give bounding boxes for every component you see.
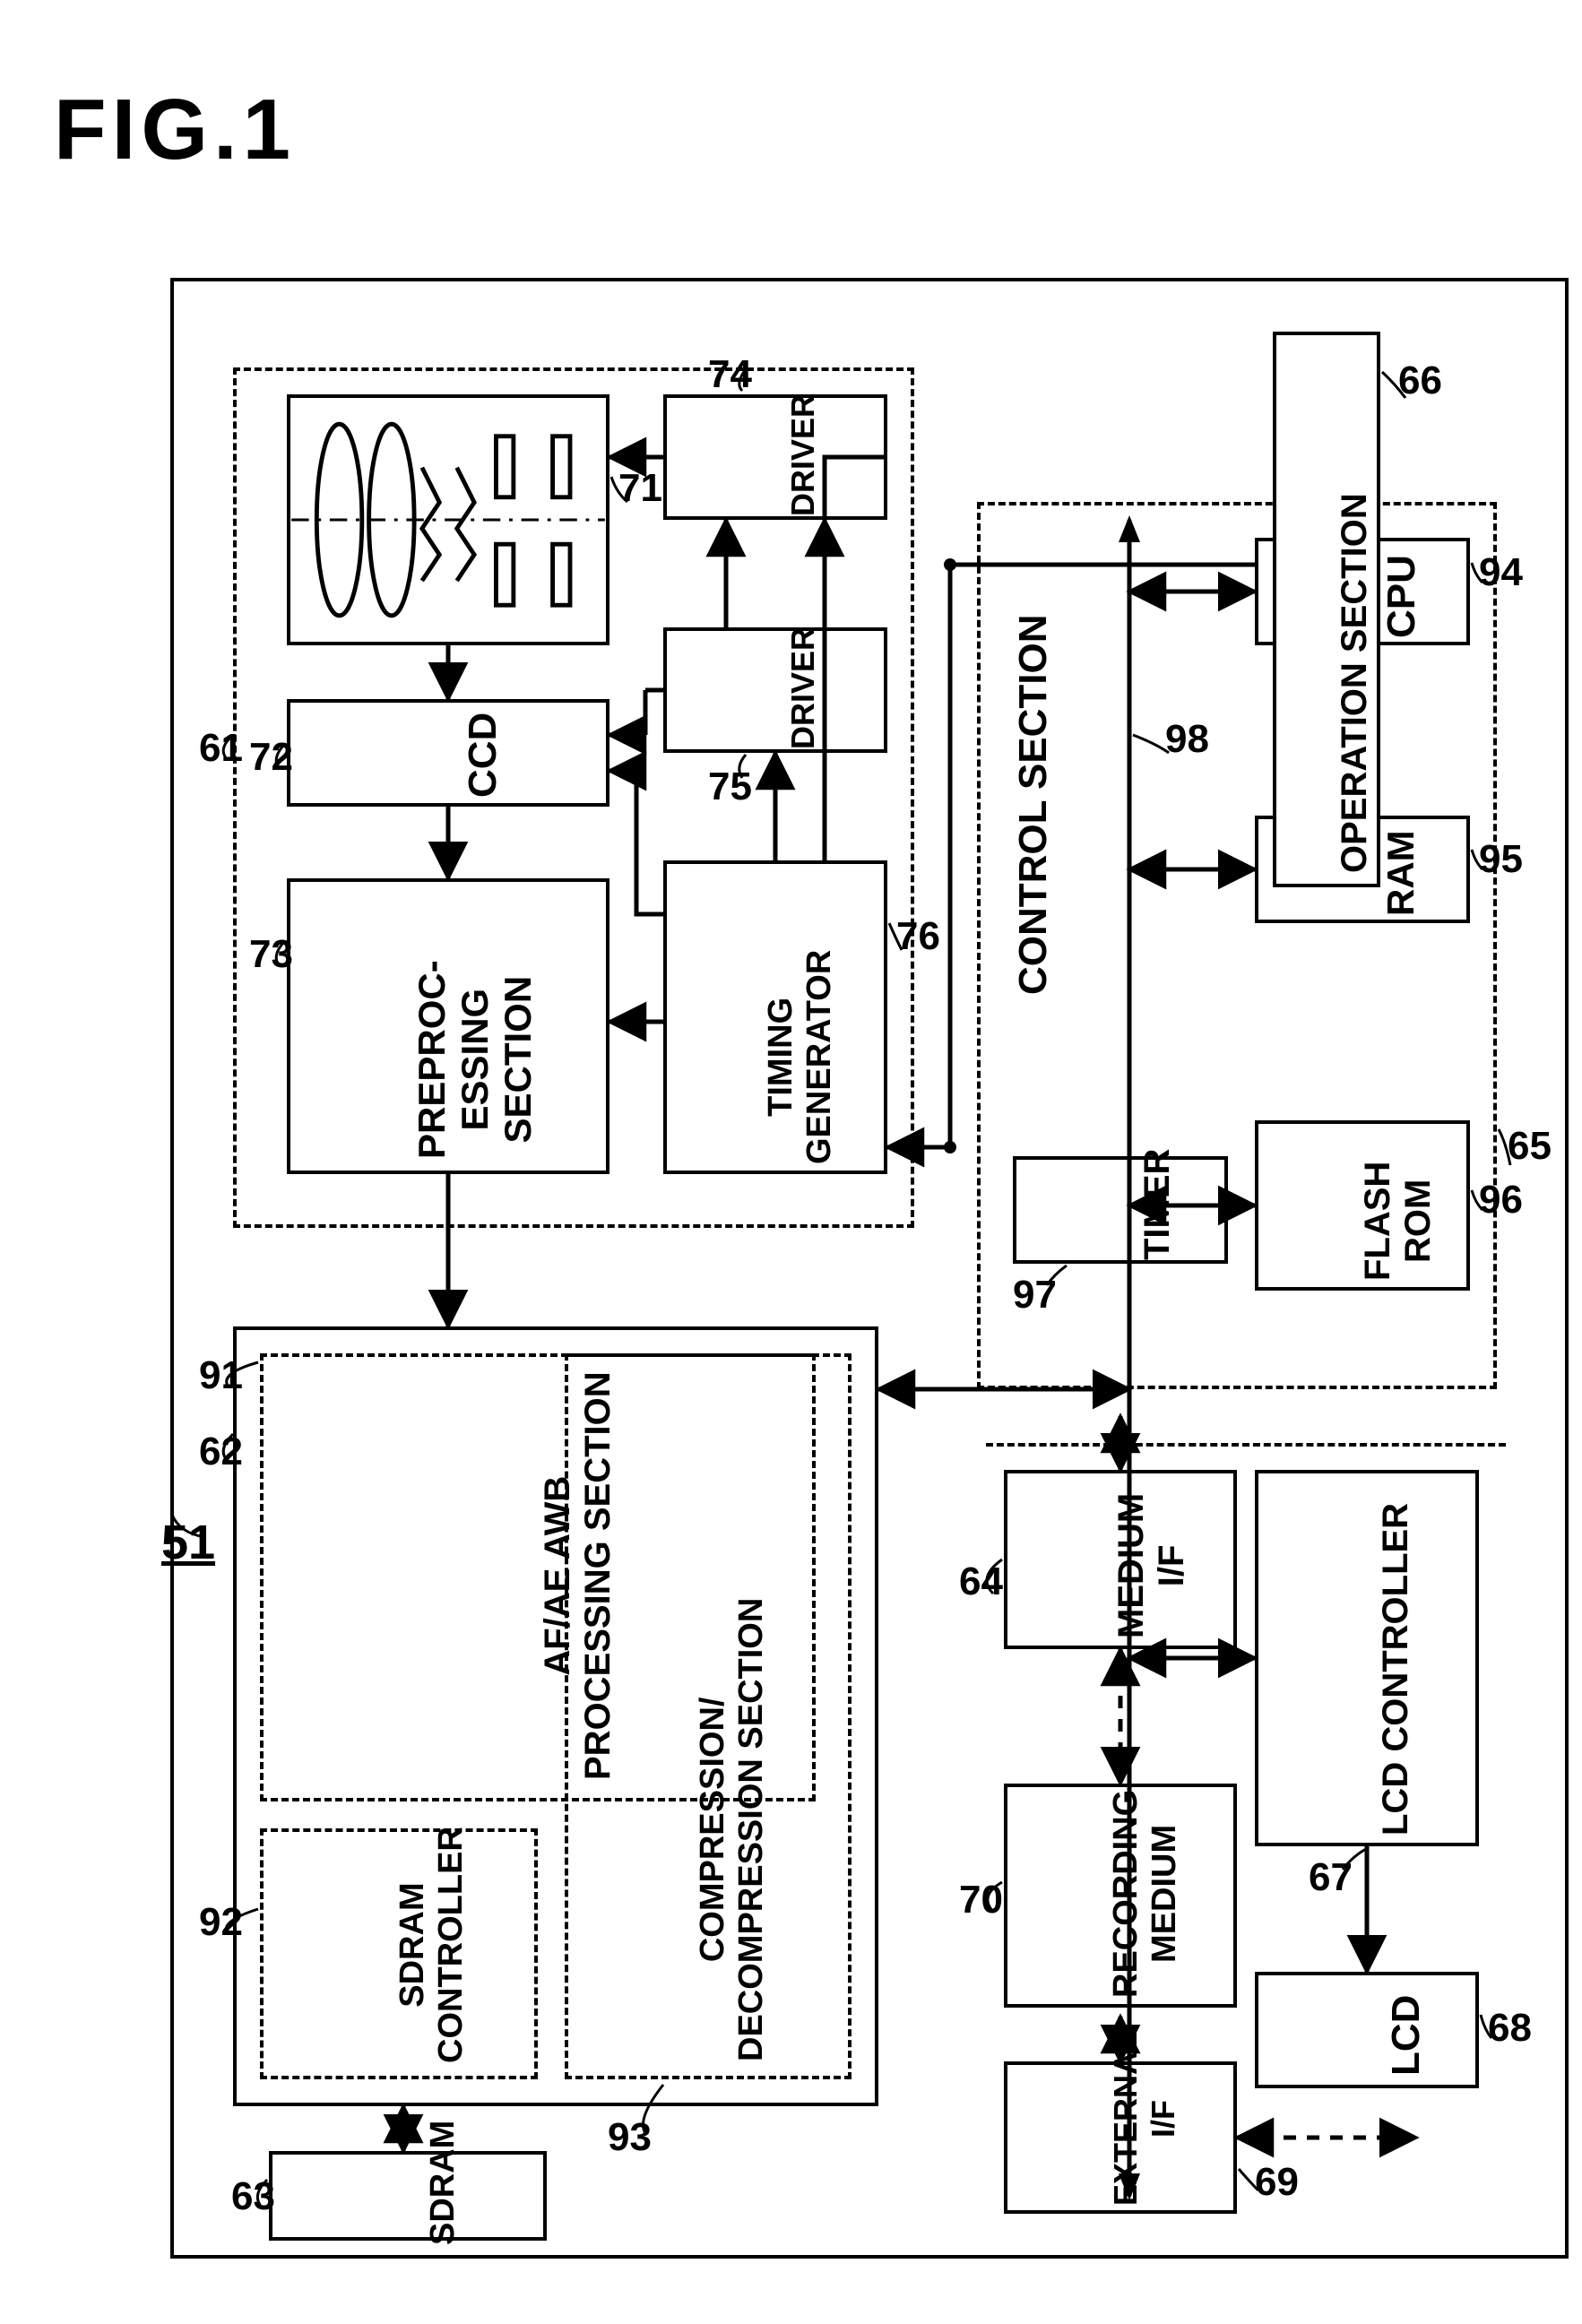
ref-51: 51 xyxy=(161,1515,215,1570)
ref-91: 91 xyxy=(199,1353,243,1398)
ref-73: 73 xyxy=(249,932,293,977)
ref-94: 94 xyxy=(1479,550,1523,595)
ref-63: 63 xyxy=(231,2174,275,2219)
driver2-block: DRIVER xyxy=(663,627,887,753)
control-group-label: CONTROL SECTION xyxy=(1011,614,1056,995)
ref-76: 76 xyxy=(896,914,940,959)
figure-title: FIG.1 xyxy=(54,81,296,179)
ref-75: 75 xyxy=(708,765,752,809)
flash-block: FLASHROM xyxy=(1255,1120,1470,1291)
ref-62: 62 xyxy=(199,1430,243,1474)
ref-66: 66 xyxy=(1398,359,1442,403)
ref-72: 72 xyxy=(249,735,293,780)
lens-block xyxy=(287,394,609,645)
ref-65: 65 xyxy=(1508,1124,1552,1169)
io-subgroup xyxy=(986,1443,1506,2232)
timer-block: TIMER xyxy=(1013,1156,1228,1264)
sdram-block: SDRAM xyxy=(269,2151,547,2241)
operation-block: OPERATION SECTION xyxy=(1273,332,1380,887)
ref-96: 96 xyxy=(1479,1178,1523,1222)
ref-97: 97 xyxy=(1013,1273,1057,1318)
preproc-block: PREPROC-ESSINGSECTION xyxy=(287,878,609,1174)
compression-block: COMPRESSION/DECOMPRESSION SECTION xyxy=(565,1353,852,2079)
ccd-block: CCD xyxy=(287,699,609,807)
ref-61: 61 xyxy=(199,726,243,771)
sdram-controller-block: SDRAMCONTROLLER xyxy=(260,1828,538,2079)
ref-93: 93 xyxy=(608,2115,652,2160)
ref-71: 71 xyxy=(618,466,662,511)
driver1-block: DRIVER xyxy=(663,394,887,520)
ref-74: 74 xyxy=(708,352,752,397)
ref-95: 95 xyxy=(1479,837,1523,882)
ref-92: 92 xyxy=(199,1900,243,1945)
ref-98: 98 xyxy=(1165,717,1209,762)
timing-block: TIMINGGENERATOR xyxy=(663,860,887,1174)
diagram-canvas: FIG.1 51 61 CONTROL SECTION 65 62 AF/AE … xyxy=(18,18,1582,2306)
